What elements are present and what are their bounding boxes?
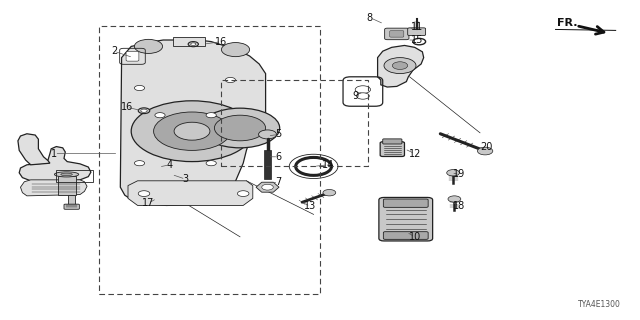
Circle shape: [134, 161, 145, 166]
Polygon shape: [19, 147, 91, 181]
FancyBboxPatch shape: [383, 139, 402, 144]
Circle shape: [188, 42, 198, 47]
Circle shape: [392, 62, 408, 69]
Circle shape: [131, 101, 253, 162]
Text: 3: 3: [182, 174, 189, 184]
Bar: [56, 170, 93, 182]
Polygon shape: [173, 37, 205, 46]
FancyBboxPatch shape: [64, 204, 79, 209]
Circle shape: [174, 122, 210, 140]
Circle shape: [259, 130, 276, 139]
Text: 7: 7: [275, 177, 282, 188]
Circle shape: [221, 43, 250, 57]
Circle shape: [262, 184, 273, 190]
Circle shape: [155, 113, 165, 118]
Polygon shape: [120, 40, 266, 205]
Circle shape: [134, 85, 145, 91]
Text: 12: 12: [408, 148, 421, 159]
FancyBboxPatch shape: [380, 142, 404, 156]
Polygon shape: [18, 134, 50, 165]
Circle shape: [447, 170, 460, 176]
FancyBboxPatch shape: [383, 232, 428, 239]
Circle shape: [191, 43, 196, 45]
Bar: [221, 80, 368, 166]
FancyBboxPatch shape: [379, 197, 433, 241]
Text: 18: 18: [453, 201, 466, 212]
Text: 11: 11: [411, 22, 424, 32]
Text: 16: 16: [215, 36, 228, 47]
Ellipse shape: [54, 172, 79, 177]
Circle shape: [206, 161, 216, 166]
Circle shape: [477, 147, 493, 155]
Text: 1: 1: [51, 148, 58, 159]
Circle shape: [448, 196, 461, 202]
Circle shape: [214, 115, 266, 141]
Text: TYA4E1300: TYA4E1300: [578, 300, 621, 309]
Text: 16: 16: [120, 102, 133, 112]
Text: 5: 5: [275, 129, 282, 140]
Circle shape: [355, 86, 371, 93]
Ellipse shape: [61, 173, 72, 176]
FancyBboxPatch shape: [383, 199, 428, 207]
Circle shape: [154, 112, 230, 150]
Text: 2: 2: [111, 46, 117, 56]
Bar: [58, 176, 76, 195]
Polygon shape: [128, 181, 253, 205]
Circle shape: [384, 58, 416, 74]
Text: 20: 20: [480, 142, 493, 152]
FancyBboxPatch shape: [126, 52, 139, 61]
Circle shape: [138, 108, 150, 114]
Text: 8: 8: [367, 12, 373, 23]
Bar: [264, 150, 271, 179]
Text: 15: 15: [411, 35, 424, 45]
Circle shape: [141, 109, 147, 112]
Bar: [99, 26, 320, 294]
Circle shape: [200, 108, 280, 148]
Text: 17: 17: [142, 198, 155, 208]
Polygon shape: [20, 180, 87, 196]
Text: 9: 9: [352, 91, 358, 101]
Text: 14: 14: [321, 160, 334, 170]
Circle shape: [356, 93, 369, 99]
Circle shape: [134, 39, 163, 53]
Circle shape: [206, 113, 216, 118]
Text: 4: 4: [166, 160, 173, 170]
Circle shape: [323, 189, 336, 196]
Circle shape: [225, 77, 236, 83]
Bar: [68, 195, 75, 205]
Text: 10: 10: [408, 232, 421, 242]
Text: 13: 13: [304, 201, 317, 212]
Circle shape: [237, 191, 249, 196]
Text: 6: 6: [275, 152, 282, 162]
FancyBboxPatch shape: [385, 28, 409, 40]
FancyBboxPatch shape: [390, 31, 404, 37]
FancyBboxPatch shape: [408, 28, 426, 36]
Polygon shape: [378, 45, 424, 87]
Text: FR.: FR.: [557, 18, 577, 28]
Text: 19: 19: [453, 169, 466, 180]
Circle shape: [138, 191, 150, 196]
